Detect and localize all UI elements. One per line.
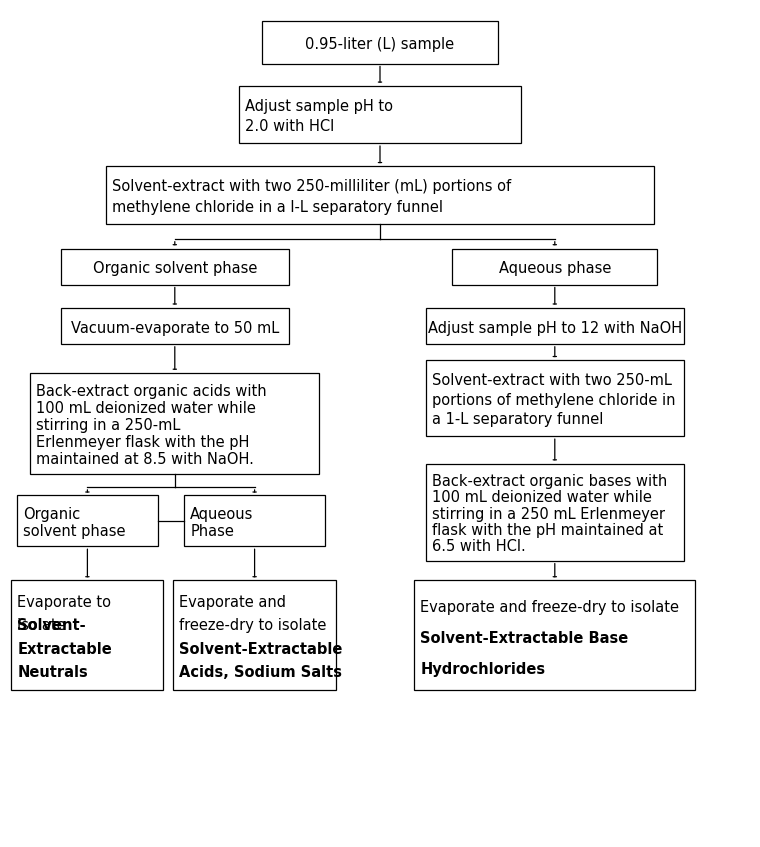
Text: Aqueous phase: Aqueous phase — [499, 261, 611, 276]
Text: Solvent-extract with two 250-mL: Solvent-extract with two 250-mL — [432, 373, 672, 388]
Text: 2.0 with HCl: 2.0 with HCl — [245, 119, 334, 134]
Text: Extractable: Extractable — [17, 642, 112, 656]
Text: Hydrochlorides: Hydrochlorides — [420, 662, 546, 677]
Bar — [426, 307, 684, 344]
Text: Vacuum-evaporate to 50 mL: Vacuum-evaporate to 50 mL — [71, 320, 279, 335]
Text: Solvent-Extractable: Solvent-Extractable — [179, 642, 342, 656]
Bar — [30, 373, 319, 474]
Text: Solvent-extract with two 250-milliliter (mL) portions of: Solvent-extract with two 250-milliliter … — [112, 180, 511, 194]
Text: 100 mL deionized water while: 100 mL deionized water while — [432, 490, 651, 506]
Text: solvent phase: solvent phase — [24, 523, 125, 539]
Bar — [11, 580, 163, 690]
Text: Erlenmeyer flask with the pH: Erlenmeyer flask with the pH — [36, 435, 250, 450]
Text: Back-extract organic bases with: Back-extract organic bases with — [432, 474, 667, 490]
Text: freeze-dry to isolate: freeze-dry to isolate — [179, 618, 326, 634]
Bar — [426, 360, 684, 436]
Text: Organic: Organic — [24, 507, 81, 522]
Text: 0.95-liter (L) sample: 0.95-liter (L) sample — [306, 37, 454, 53]
Text: Aqueous: Aqueous — [190, 507, 254, 522]
Text: stirring in a 250-mL: stirring in a 250-mL — [36, 418, 181, 433]
Text: a 1-L separatory funnel: a 1-L separatory funnel — [432, 412, 603, 428]
Bar — [17, 495, 158, 546]
Text: maintained at 8.5 with NaOH.: maintained at 8.5 with NaOH. — [36, 451, 255, 467]
Text: Evaporate to: Evaporate to — [17, 595, 112, 610]
Text: Evaporate and: Evaporate and — [179, 595, 286, 610]
Text: Phase: Phase — [190, 523, 234, 539]
Bar — [61, 248, 289, 285]
Text: Adjust sample pH to 12 with NaOH: Adjust sample pH to 12 with NaOH — [428, 320, 682, 335]
Text: flask with the pH maintained at: flask with the pH maintained at — [432, 523, 663, 538]
Text: Back-extract organic acids with: Back-extract organic acids with — [36, 384, 267, 399]
Text: portions of methylene chloride in: portions of methylene chloride in — [432, 392, 675, 407]
Text: stirring in a 250 mL Erlenmeyer: stirring in a 250 mL Erlenmeyer — [432, 507, 665, 522]
Text: 6.5 with HCl.: 6.5 with HCl. — [432, 539, 525, 554]
Text: Solvent-: Solvent- — [17, 618, 86, 634]
Text: Neutrals: Neutrals — [17, 665, 88, 680]
Bar — [262, 21, 498, 64]
Text: methylene chloride in a l-L separatory funnel: methylene chloride in a l-L separatory f… — [112, 200, 444, 214]
Bar — [185, 495, 325, 546]
Text: Solvent-Extractable Base: Solvent-Extractable Base — [420, 631, 629, 646]
Text: Adjust sample pH to: Adjust sample pH to — [245, 99, 394, 113]
Bar — [173, 580, 336, 690]
Bar — [426, 464, 684, 561]
Bar — [414, 580, 695, 690]
Text: Acids, Sodium Salts: Acids, Sodium Salts — [179, 665, 342, 680]
Text: isolate: isolate — [17, 618, 71, 634]
Bar — [61, 307, 289, 344]
Bar — [452, 248, 657, 285]
Text: Organic solvent phase: Organic solvent phase — [93, 261, 257, 276]
Text: 100 mL deionized water while: 100 mL deionized water while — [36, 401, 256, 416]
Bar — [239, 86, 521, 143]
Text: Evaporate and freeze-dry to isolate: Evaporate and freeze-dry to isolate — [420, 600, 679, 615]
Bar — [106, 166, 654, 224]
